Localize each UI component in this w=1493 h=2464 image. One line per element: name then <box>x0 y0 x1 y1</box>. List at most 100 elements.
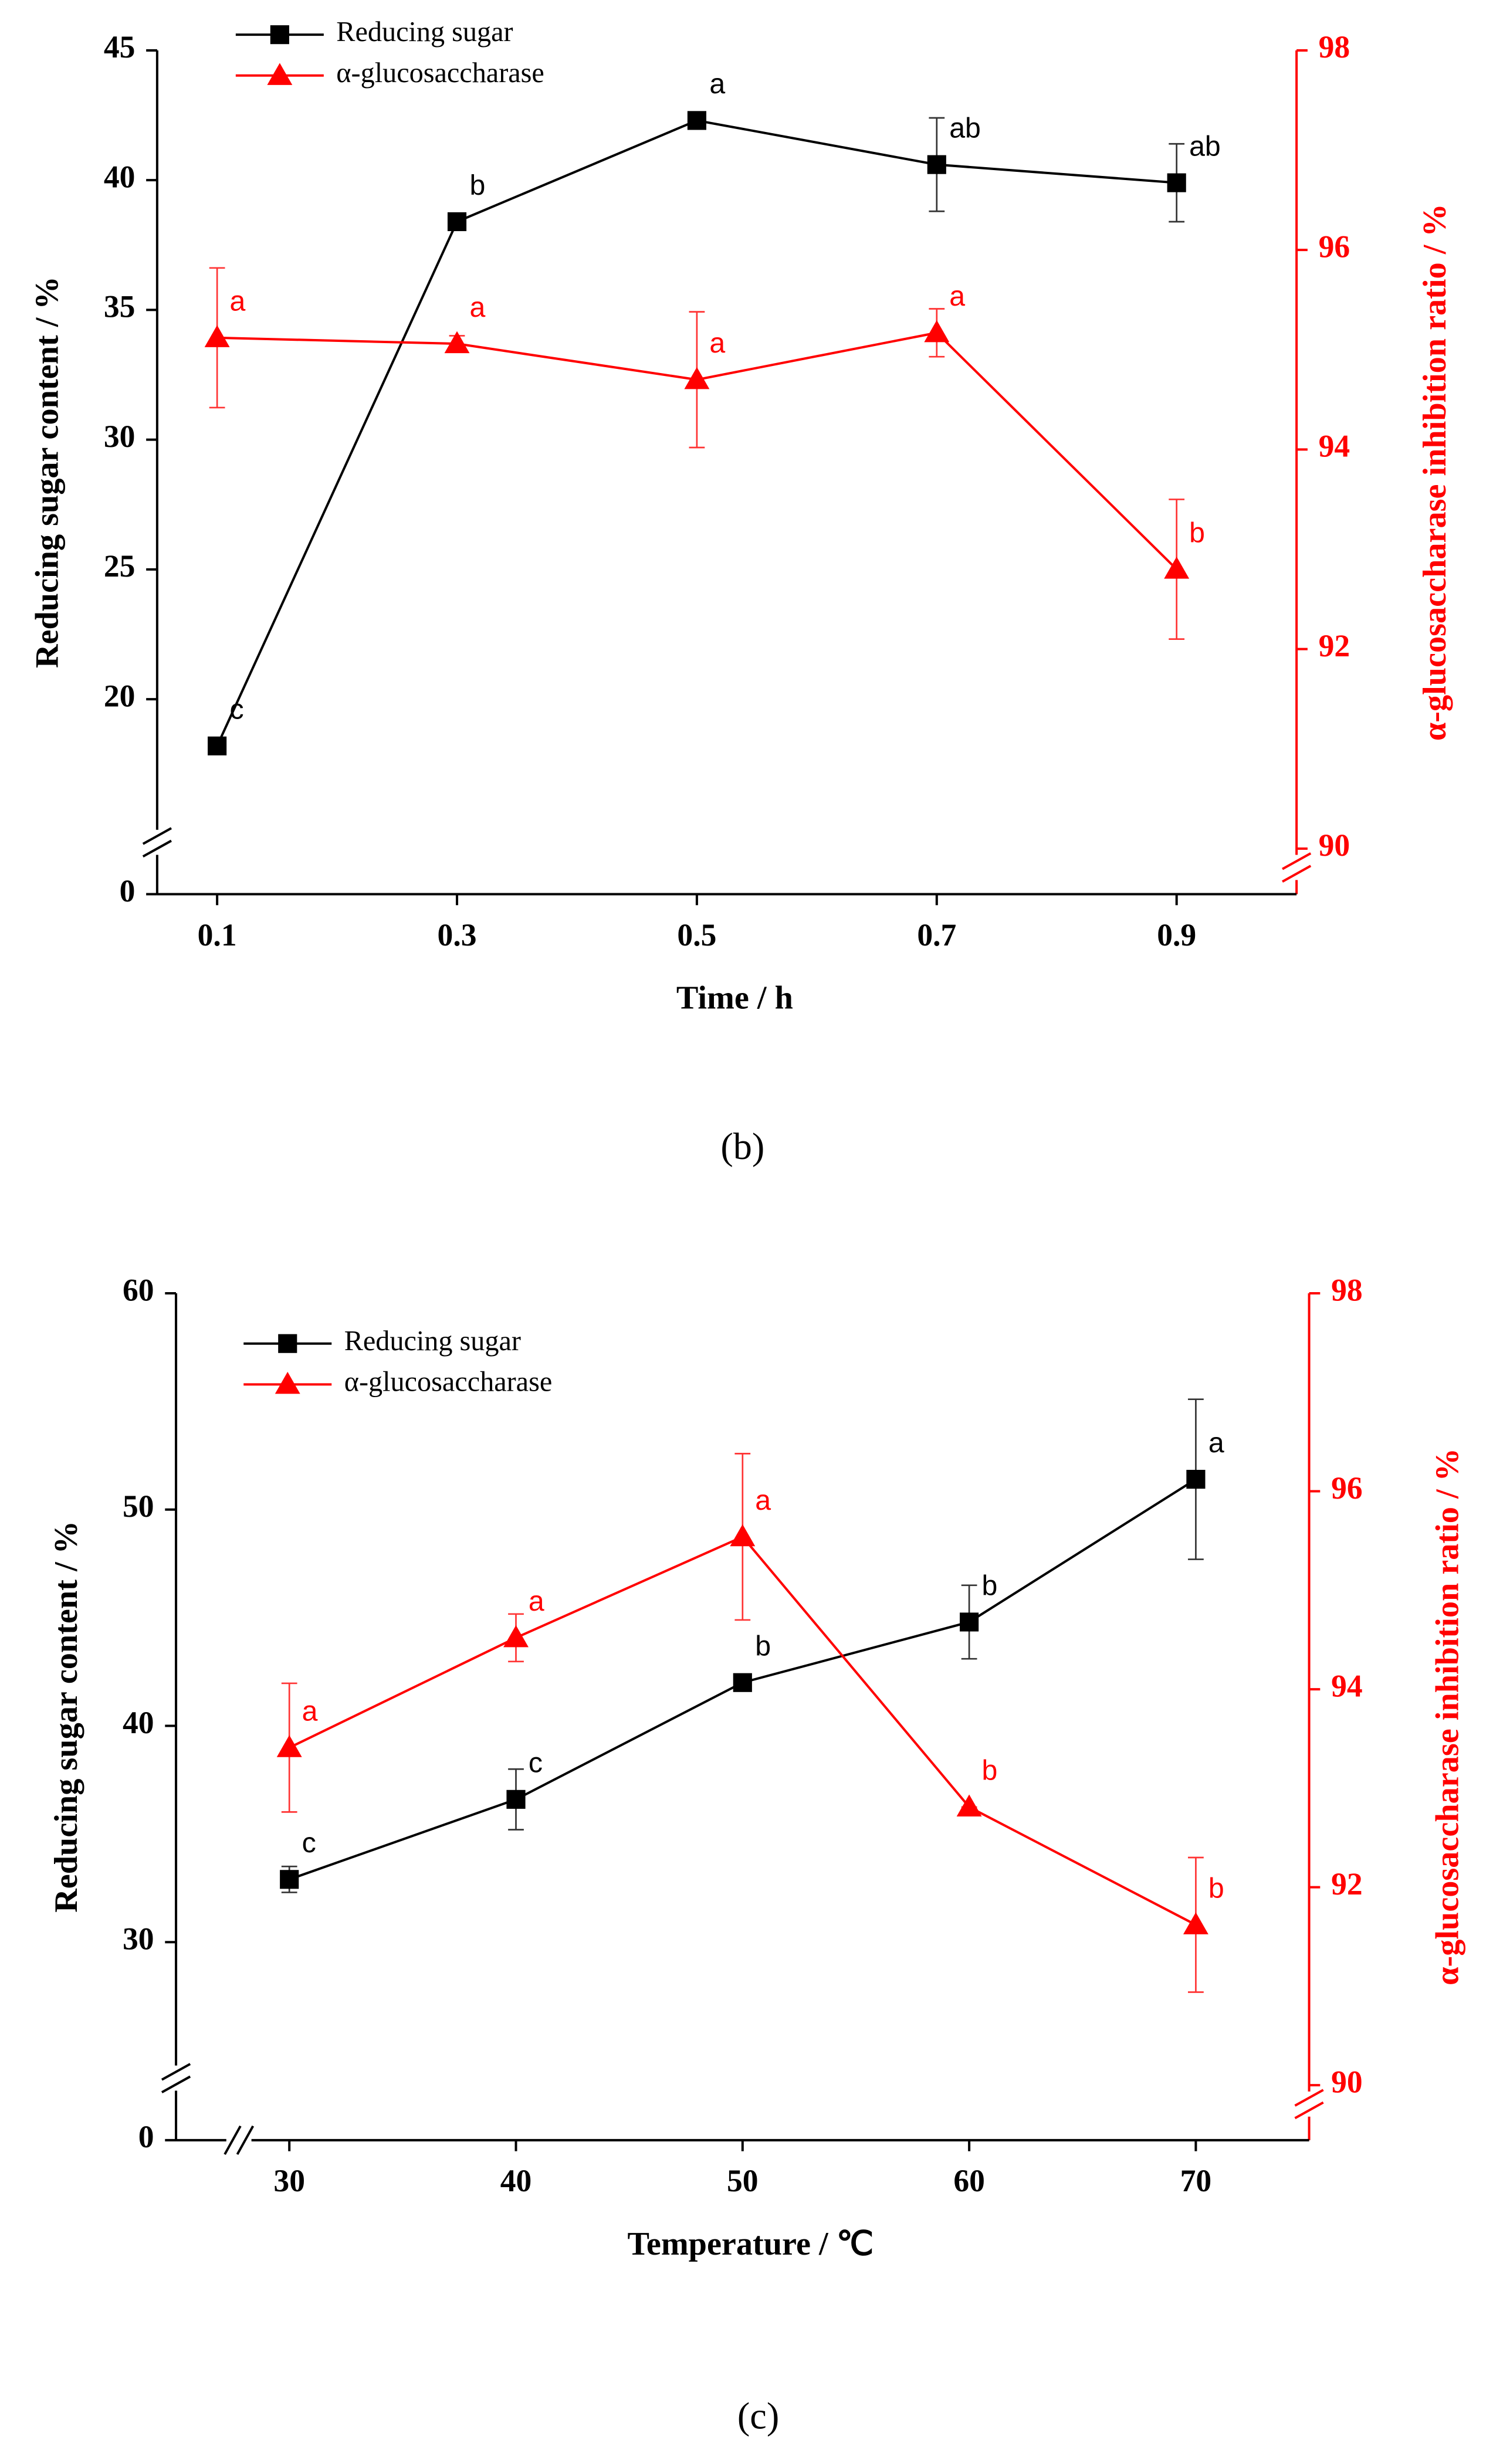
y2-tick-label: 98 <box>1331 1272 1363 1307</box>
significance-letter: ab <box>949 112 981 144</box>
y2-tick-label: 90 <box>1331 2064 1363 2099</box>
x-tick-label: 50 <box>727 2163 759 2198</box>
marker <box>927 155 946 174</box>
x-tick-label: 60 <box>953 2163 985 2198</box>
axis-break <box>142 827 172 845</box>
significance-letter: a <box>709 327 725 359</box>
marker <box>730 1524 756 1547</box>
axis-break <box>236 2125 255 2155</box>
legend-label: Reducing sugar <box>336 16 513 48</box>
marker <box>733 1673 752 1692</box>
significance-letter: a <box>302 1695 318 1727</box>
x-axis-label: Temperature / ℃ <box>628 2226 874 2262</box>
y-tick-label: 60 <box>123 1272 154 1307</box>
marker <box>503 1625 529 1648</box>
axis-break <box>1294 2101 1324 2120</box>
axis-break <box>224 2125 242 2155</box>
marker <box>960 1612 979 1632</box>
significance-letter: a <box>949 280 965 312</box>
y-tick-label: 30 <box>104 419 136 454</box>
axis-break <box>1282 865 1312 883</box>
legend-marker <box>267 63 293 85</box>
y-tick-label: 20 <box>104 678 136 713</box>
axis-break <box>1282 852 1312 870</box>
marker <box>506 1789 526 1809</box>
significance-letter: a <box>755 1484 771 1516</box>
significance-letter: b <box>1189 517 1205 548</box>
significance-letter: a <box>469 292 485 323</box>
y-tick-label: 45 <box>104 29 136 65</box>
significance-letter: ab <box>1189 130 1221 162</box>
y2-tick-label: 94 <box>1331 1668 1363 1703</box>
legend-label: α-glucosaccharase <box>336 57 544 89</box>
y-tick-label: 25 <box>104 548 136 584</box>
marker <box>1186 1470 1206 1489</box>
caption: (b) <box>720 1126 764 1167</box>
marker <box>208 736 227 755</box>
legend-label: Reducing sugar <box>344 1326 521 1357</box>
marker <box>924 320 950 343</box>
axis-break <box>161 2063 191 2081</box>
x-axis-label: Time / h <box>676 980 793 1016</box>
marker <box>276 1735 302 1757</box>
axis-break <box>1294 2089 1324 2107</box>
y-tick-label: 50 <box>123 1489 154 1524</box>
significance-letter: b <box>982 1755 998 1787</box>
marker <box>204 325 230 347</box>
y2-tick-label: 96 <box>1331 1470 1363 1506</box>
significance-letter: a <box>709 68 725 100</box>
x-tick-label: 0.1 <box>198 917 237 953</box>
x-tick-label: 0.7 <box>917 917 956 953</box>
marker <box>1164 557 1190 579</box>
y2-tick-label: 98 <box>1319 29 1350 65</box>
x-tick-label: 0.3 <box>438 917 477 953</box>
legend-marker <box>278 1334 297 1353</box>
y2-tick-label: 96 <box>1319 229 1350 264</box>
marker <box>956 1794 982 1816</box>
significance-letter: c <box>230 694 244 726</box>
marker <box>684 367 710 389</box>
marker <box>447 212 467 232</box>
y-axis-label: Reducing sugar content / % <box>29 276 66 668</box>
y-tick-label: 30 <box>123 1921 154 1957</box>
marker <box>444 331 470 354</box>
significance-letter: b <box>469 170 485 201</box>
axis-break <box>161 2075 191 2093</box>
x-tick-label: 40 <box>500 2163 532 2198</box>
significance-letter: a <box>529 1585 544 1617</box>
y2-tick-label: 92 <box>1319 628 1350 663</box>
significance-letter: b <box>755 1631 771 1662</box>
significance-letter: c <box>529 1747 543 1779</box>
x-tick-label: 0.9 <box>1157 917 1196 953</box>
y-axis-label: Reducing sugar content / % <box>48 1521 84 1913</box>
y-tick-label: 0 <box>138 2119 154 2154</box>
y2-axis-label: α-glucosaccharase inhibition ratio / % <box>1417 204 1453 741</box>
legend-label: α-glucosaccharase <box>344 1366 553 1397</box>
marker <box>1167 173 1186 192</box>
marker <box>687 111 706 130</box>
significance-letter: a <box>1208 1427 1224 1459</box>
y2-tick-label: 92 <box>1331 1866 1363 1902</box>
y-tick-label: 0 <box>120 873 136 909</box>
significance-letter: b <box>1208 1873 1224 1904</box>
significance-letter: c <box>302 1827 316 1859</box>
marker <box>280 1870 299 1889</box>
y2-tick-label: 90 <box>1319 828 1350 863</box>
caption: (c) <box>737 2395 779 2437</box>
marker <box>1183 1912 1208 1934</box>
y2-tick-label: 94 <box>1319 429 1350 464</box>
legend-marker <box>275 1371 300 1394</box>
x-tick-label: 30 <box>273 2163 305 2198</box>
x-tick-label: 70 <box>1180 2163 1212 2198</box>
axis-break <box>142 839 172 858</box>
significance-letter: a <box>230 286 246 317</box>
y-tick-label: 35 <box>104 289 136 324</box>
significance-letter: b <box>982 1570 998 1601</box>
y-tick-label: 40 <box>123 1705 154 1740</box>
y-tick-label: 40 <box>104 159 136 194</box>
y2-axis-label: α-glucosaccharase inhibition ratio / % <box>1430 1448 1466 1985</box>
x-tick-label: 0.5 <box>677 917 716 953</box>
legend-marker <box>270 25 289 45</box>
